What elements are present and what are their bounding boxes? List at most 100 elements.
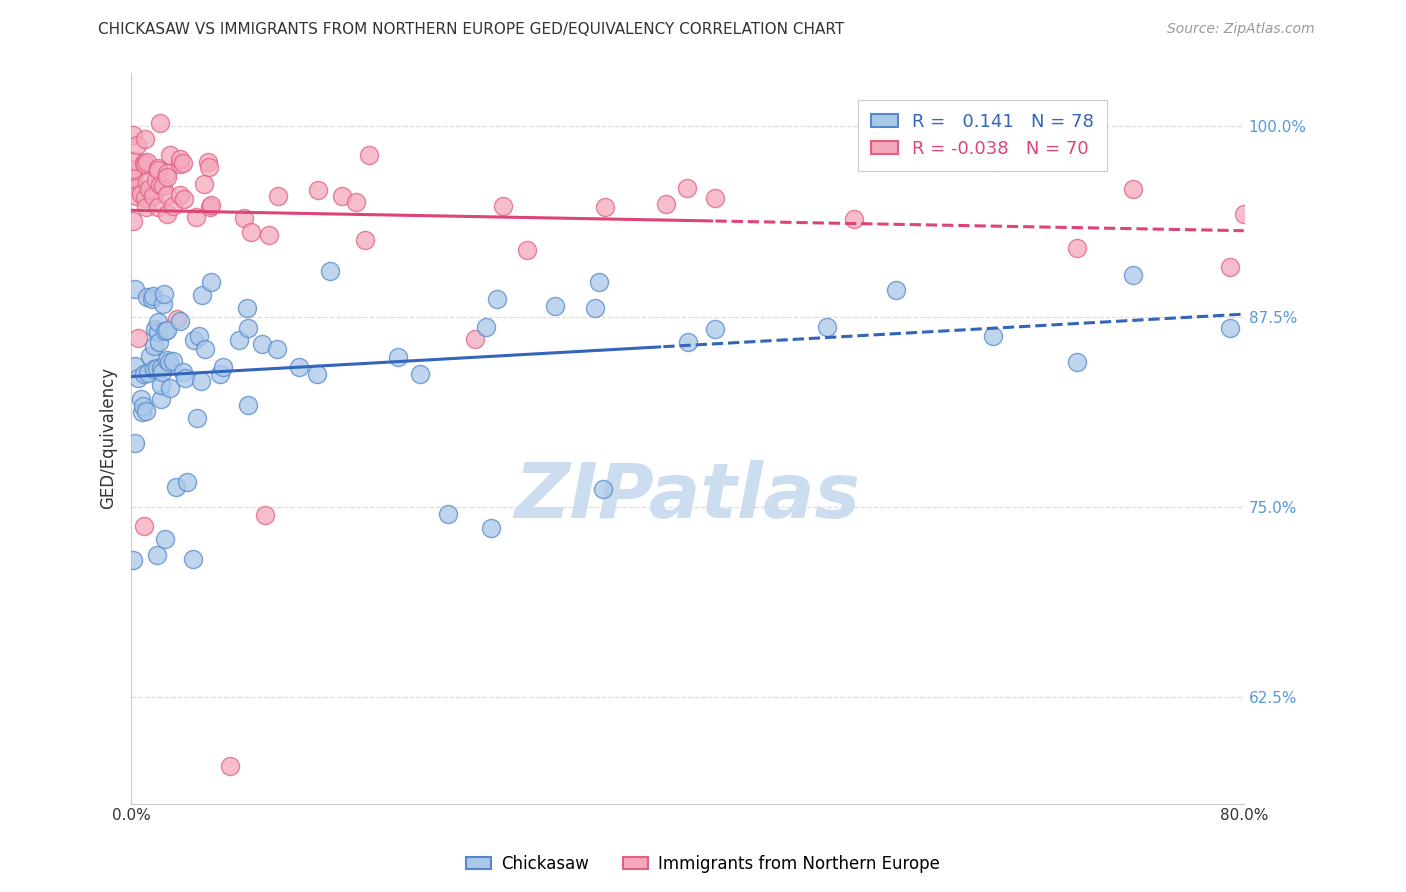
- Text: CHICKASAW VS IMMIGRANTS FROM NORTHERN EUROPE GED/EQUIVALENCY CORRELATION CHART: CHICKASAW VS IMMIGRANTS FROM NORTHERN EU…: [98, 22, 845, 37]
- Point: [1219, 321, 1241, 335]
- Point: [815, 319, 838, 334]
- Point: [437, 507, 460, 521]
- Point: [121, 553, 143, 567]
- Point: [516, 244, 538, 258]
- Point: [141, 292, 163, 306]
- Point: [704, 191, 727, 205]
- Point: [150, 377, 173, 392]
- Point: [354, 232, 377, 246]
- Point: [153, 533, 176, 547]
- Point: [169, 314, 191, 328]
- Point: [124, 154, 146, 169]
- Point: [142, 362, 165, 376]
- Point: [218, 758, 240, 772]
- Point: [492, 199, 515, 213]
- Point: [240, 225, 263, 239]
- Point: [148, 315, 170, 329]
- Point: [200, 198, 222, 212]
- Point: [134, 191, 156, 205]
- Point: [152, 179, 174, 194]
- Point: [136, 154, 159, 169]
- Point: [152, 297, 174, 311]
- Point: [134, 519, 156, 533]
- Point: [129, 392, 152, 407]
- Point: [592, 482, 614, 496]
- Point: [983, 155, 1005, 169]
- Point: [149, 361, 172, 376]
- Point: [1121, 268, 1143, 283]
- Point: [138, 349, 160, 363]
- Point: [1233, 207, 1256, 221]
- Point: [387, 350, 409, 364]
- Point: [148, 163, 170, 178]
- Point: [142, 339, 165, 353]
- Point: [346, 195, 368, 210]
- Point: [156, 352, 179, 367]
- Point: [157, 355, 180, 369]
- Point: [485, 292, 508, 306]
- Point: [127, 138, 149, 153]
- Point: [228, 334, 250, 348]
- Point: [983, 329, 1005, 343]
- Point: [193, 177, 215, 191]
- Text: Source: ZipAtlas.com: Source: ZipAtlas.com: [1167, 22, 1315, 37]
- Legend: Chickasaw, Immigrants from Northern Europe: Chickasaw, Immigrants from Northern Euro…: [460, 848, 946, 880]
- Point: [844, 211, 866, 226]
- Point: [121, 128, 143, 143]
- Point: [146, 325, 169, 339]
- Point: [153, 324, 176, 338]
- Point: [593, 200, 616, 214]
- Point: [127, 371, 149, 385]
- Point: [173, 192, 195, 206]
- Point: [127, 331, 149, 345]
- Point: [235, 301, 257, 315]
- Point: [172, 156, 194, 170]
- Point: [169, 153, 191, 167]
- Point: [884, 283, 907, 297]
- Point: [655, 196, 678, 211]
- Point: [198, 160, 221, 174]
- Point: [464, 332, 486, 346]
- Point: [141, 189, 163, 203]
- Point: [162, 199, 184, 213]
- Point: [132, 367, 155, 381]
- Point: [233, 211, 256, 225]
- Point: [267, 189, 290, 203]
- Point: [288, 359, 311, 374]
- Point: [254, 508, 277, 522]
- Point: [176, 475, 198, 489]
- Point: [1066, 240, 1088, 254]
- Point: [307, 183, 329, 197]
- Point: [676, 335, 699, 350]
- Point: [408, 368, 430, 382]
- Point: [236, 321, 259, 335]
- Point: [138, 182, 160, 196]
- Point: [156, 323, 179, 337]
- Point: [156, 170, 179, 185]
- Point: [129, 186, 152, 201]
- Point: [198, 200, 221, 214]
- Point: [134, 132, 156, 146]
- Point: [124, 180, 146, 194]
- Point: [145, 173, 167, 187]
- Point: [122, 170, 145, 185]
- Point: [169, 188, 191, 202]
- Point: [153, 287, 176, 301]
- Point: [305, 368, 328, 382]
- Point: [156, 207, 179, 221]
- Point: [148, 335, 170, 350]
- Point: [124, 359, 146, 373]
- Point: [479, 521, 502, 535]
- Point: [132, 155, 155, 169]
- Point: [183, 334, 205, 348]
- Point: [257, 227, 280, 242]
- Point: [124, 436, 146, 450]
- Point: [181, 552, 204, 566]
- Point: [136, 366, 159, 380]
- Point: [131, 405, 153, 419]
- Point: [146, 549, 169, 563]
- Point: [238, 398, 260, 412]
- Point: [184, 211, 207, 225]
- Point: [165, 480, 187, 494]
- Point: [676, 181, 699, 195]
